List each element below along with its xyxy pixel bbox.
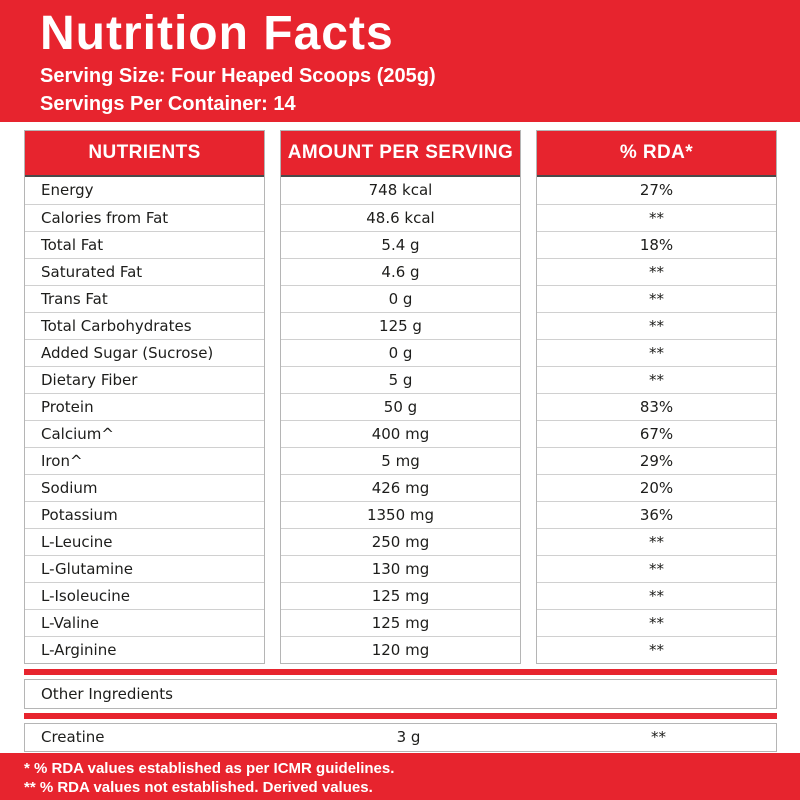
column-header-rda: % RDA* — [537, 131, 776, 177]
column-rda: % RDA* 27% ** 18% ** ** ** ** ** 83% 67% 29% 20% 36%… — [536, 130, 777, 664]
rda-cell-list: 27% ** 18% ** ** ** ** ** 83% 67% 29% 20% 36% ** ** ** *… — [537, 177, 776, 663]
servings-per-container-line: Servings Per Container: 14 — [40, 93, 296, 115]
cell-nutrient: Added Sugar (Sucrose) — [25, 339, 264, 366]
cell-rda: ** — [537, 582, 776, 609]
cell-rda: ** — [537, 366, 776, 393]
cell-nutrient: Saturated Fat — [25, 258, 264, 285]
cell-amount: 50 g — [281, 393, 520, 420]
cell-amount: 0 g — [281, 339, 520, 366]
cell-nutrient: Energy — [41, 181, 94, 199]
cell-amount: 125 mg — [281, 609, 520, 636]
cell-nutrient: Sodium — [25, 474, 264, 501]
cell-amount: 125 g — [281, 312, 520, 339]
nutrition-table: NUTRIENTS Energy Calories from Fat Total F… — [24, 130, 777, 664]
cell-rda: 29% — [537, 447, 776, 474]
cell-nutrient: Iron^ — [25, 447, 264, 474]
cell-nutrient: L-Valine — [25, 609, 264, 636]
cell-rda: ** — [537, 528, 776, 555]
cell-amount: 5.4 g — [281, 231, 520, 258]
cell-nutrient: Dietary Fiber — [25, 366, 264, 393]
cell-rda: 20% — [537, 474, 776, 501]
cell-rda: ** — [537, 636, 776, 663]
cell-amount: 250 mg — [281, 528, 520, 555]
cell-rda: 67% — [537, 420, 776, 447]
other-ingredients-row: Other Ingredients — [24, 679, 777, 709]
column-header-nutrients: NUTRIENTS — [25, 131, 264, 177]
cell-nutrient: Creatine — [41, 728, 105, 746]
cell-amount: 5 g — [281, 366, 520, 393]
cell-nutrient: Total Fat — [25, 231, 264, 258]
footnote-not-established: ** % RDA values not established. Derived… — [24, 779, 373, 796]
cell-rda: 27% — [639, 181, 674, 199]
cell-rda: ** — [537, 339, 776, 366]
cell-nutrient: L-Arginine — [25, 636, 264, 663]
column-nutrients: NUTRIENTS Energy Calories from Fat Total F… — [24, 130, 265, 664]
cell-amount: 0 g — [281, 285, 520, 312]
cell-amount: 426 mg — [281, 474, 520, 501]
section-divider-bar-bottom — [24, 713, 777, 719]
cell-rda: ** — [537, 312, 776, 339]
column-amount-per-serving: AMOUNT PER SERVING 748 kcal 48.6 kcal 5.4 … — [280, 130, 521, 664]
nutrients-cell-list: Energy Calories from Fat Total Fat Saturate… — [25, 177, 264, 663]
cell-rda: 36% — [537, 501, 776, 528]
cell-rda: ** — [537, 285, 776, 312]
cell-nutrient: Protein — [25, 393, 264, 420]
cell-rda: ** — [537, 258, 776, 285]
column-header-amount: AMOUNT PER SERVING — [281, 131, 520, 177]
cell-amount: 125 mg — [281, 582, 520, 609]
serving-size-line: Serving Size: Four Heaped Scoops (205g) — [40, 65, 436, 87]
cell-rda: ** — [537, 609, 776, 636]
label-header: Nutrition Facts Serving Size: Four Heape… — [0, 0, 800, 122]
cell-amount: 3 g — [396, 728, 421, 746]
cell-nutrient: L-Glutamine — [25, 555, 264, 582]
cell-rda: ** — [537, 204, 776, 231]
page-title: Nutrition Facts — [40, 7, 394, 60]
cell-amount: 1350 mg — [281, 501, 520, 528]
cell-amount: 120 mg — [281, 636, 520, 663]
cell-amount: 5 mg — [281, 447, 520, 474]
cell-rda: 18% — [537, 231, 776, 258]
cell-amount: 48.6 kcal — [281, 204, 520, 231]
cell-amount: 748 kcal — [368, 181, 433, 199]
creatine-row: Creatine 3 g ** — [24, 723, 777, 752]
cell-amount: 400 mg — [281, 420, 520, 447]
footnotes-band: * % RDA values established as per ICMR g… — [0, 753, 800, 800]
other-ingredients-label: Other Ingredients — [41, 685, 173, 703]
cell-rda: ** — [537, 555, 776, 582]
cell-nutrient: L-Leucine — [25, 528, 264, 555]
cell-rda: 83% — [537, 393, 776, 420]
cell-amount: 4.6 g — [281, 258, 520, 285]
footnote-established: * % RDA values established as per ICMR g… — [24, 760, 395, 777]
cell-nutrient: Calcium^ — [25, 420, 264, 447]
cell-amount: 130 mg — [281, 555, 520, 582]
cell-nutrient: Trans Fat — [25, 285, 264, 312]
cell-nutrient: Calories from Fat — [25, 204, 264, 231]
section-divider-bar-top — [24, 669, 777, 675]
cell-rda: ** — [651, 728, 666, 746]
cell-nutrient: Potassium — [25, 501, 264, 528]
cell-nutrient: Total Carbohydrates — [25, 312, 264, 339]
cell-nutrient: L-Isoleucine — [25, 582, 264, 609]
